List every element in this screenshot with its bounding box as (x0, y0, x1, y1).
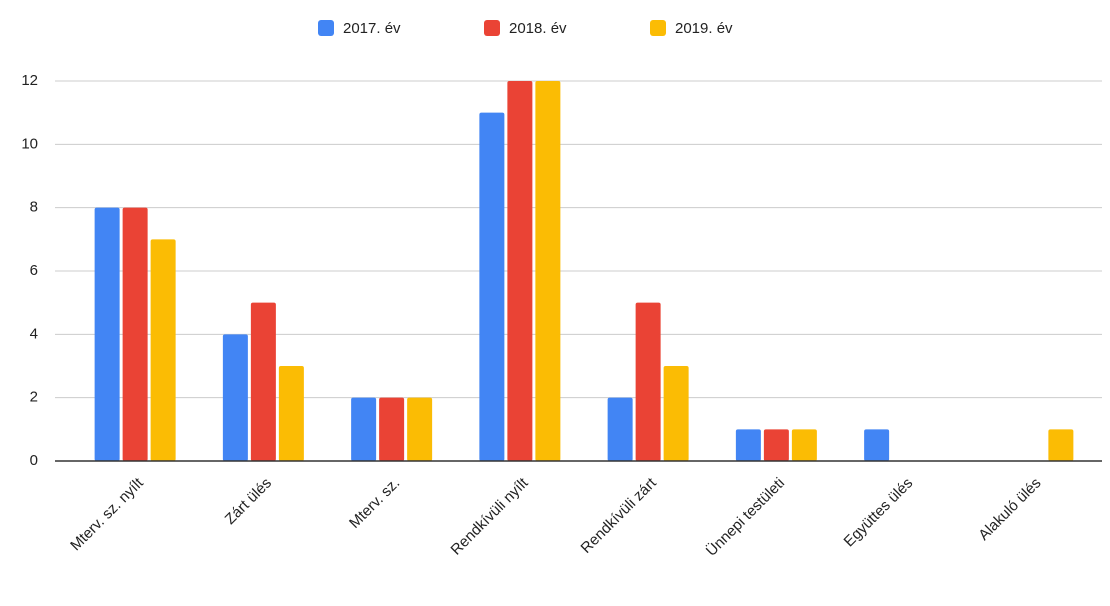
x-tick-label: Ünnepi testületi (702, 474, 788, 560)
x-tick-label: Rendkívüli zárt (578, 474, 661, 557)
bar (791, 429, 817, 461)
legend-swatch (650, 20, 666, 36)
bar (94, 207, 120, 461)
bar (222, 334, 248, 461)
bar (607, 397, 633, 461)
bar (379, 397, 405, 461)
bar (663, 366, 689, 461)
y-tick-label: 6 (30, 262, 38, 279)
bar (763, 429, 789, 461)
y-tick-label: 4 (30, 325, 38, 342)
y-tick-label: 2 (30, 389, 38, 406)
bar (864, 429, 890, 461)
bar (150, 239, 176, 461)
bar (535, 81, 561, 461)
bar (122, 207, 148, 461)
x-tick-label: Együttes ülés (841, 475, 917, 551)
bar (250, 302, 276, 461)
legend-label: 2018. év (509, 20, 567, 37)
x-tick-label: Mterv. sz. nyílt (67, 474, 147, 554)
y-tick-label: 0 (30, 452, 38, 469)
y-tick-label: 12 (21, 72, 38, 89)
legend-swatch (318, 20, 334, 36)
x-tick-label: Alakuló ülés (975, 475, 1044, 544)
bar (407, 397, 433, 461)
y-tick-label: 8 (30, 199, 38, 216)
y-tick-label: 10 (21, 135, 38, 152)
x-tick-label: Mterv. sz. (346, 475, 403, 532)
bar (507, 81, 533, 461)
x-tick-label: Rendkívüli nyílt (448, 474, 533, 559)
bar (479, 112, 505, 462)
bar (351, 397, 377, 461)
bar (735, 429, 761, 461)
x-tick-label: Zárt ülés (222, 475, 275, 528)
bar (278, 366, 304, 461)
bar (635, 302, 661, 461)
bar (1048, 429, 1074, 461)
legend-label: 2019. év (675, 20, 733, 37)
legend-label: 2017. év (343, 20, 401, 37)
legend-swatch (484, 20, 500, 36)
